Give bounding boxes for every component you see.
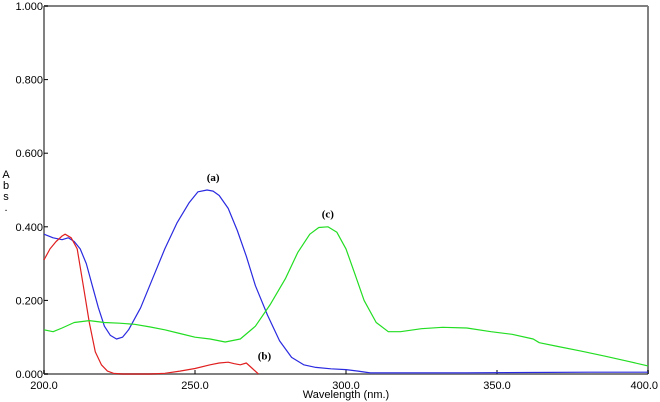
- y-axis-title-letter: .: [4, 202, 7, 214]
- y-axis-ticks: 0.000 0.200 0.400 0.600 0.800 1.000: [15, 1, 48, 381]
- peak-label-b: (b): [258, 350, 272, 362]
- x-tick-label: 200.0: [30, 380, 58, 392]
- series-line-c: [43, 226, 649, 367]
- x-axis-ticks: 200.0 250.0 300.0 350.0 400.0: [30, 370, 658, 392]
- peak-label-a: (a): [207, 172, 220, 184]
- peak-labels: (a) (b) (c): [207, 172, 335, 362]
- y-tick-label: 1.000: [15, 1, 43, 13]
- x-tick-label: 350.0: [483, 380, 511, 392]
- y-axis-title-letter: s: [3, 191, 9, 203]
- peak-label-c: (c): [322, 209, 335, 221]
- series-line-a: [43, 189, 648, 374]
- x-axis-title: Wavelength (nm.): [303, 389, 389, 401]
- x-tick-label: 400.0: [630, 380, 658, 392]
- y-tick-label: 0.800: [15, 75, 43, 87]
- y-tick-label: 0.200: [15, 295, 43, 307]
- y-axis-title: Abs.: [2, 169, 10, 214]
- y-tick-label: 0.600: [15, 148, 43, 160]
- y-tick-label: 0.400: [15, 222, 43, 234]
- y-tick-label: 0.000: [15, 369, 43, 381]
- series-layer: [43, 189, 649, 375]
- x-tick-label: 250.0: [181, 380, 209, 392]
- y-axis-title-letter: A: [2, 169, 10, 181]
- x-tick-label: 300.0: [332, 380, 360, 392]
- y-axis-title-letter: b: [3, 180, 9, 192]
- series-line-b: [43, 233, 259, 375]
